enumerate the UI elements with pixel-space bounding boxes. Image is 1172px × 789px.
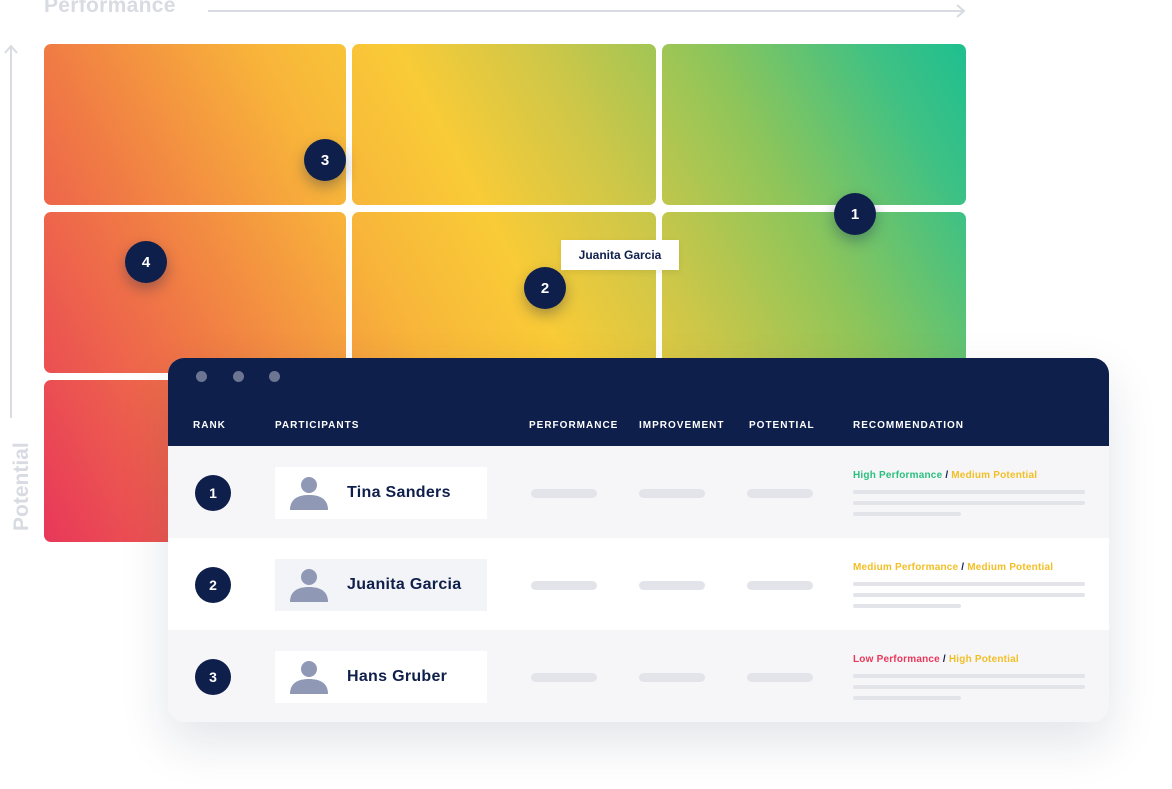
ranking-table-window: RANK PARTICIPANTS PERFORMANCE IMPROVEMEN… [168, 358, 1109, 722]
rank-badge: 2 [195, 567, 231, 603]
recommendation-text: High Performance / Medium Potential [853, 470, 1037, 481]
participant-name: Hans Gruber [347, 668, 448, 685]
column-header-recommendation[interactable]: RECOMMENDATION [853, 420, 965, 431]
grid-cell [44, 212, 346, 373]
recommendation-placeholder-line [853, 512, 961, 516]
axis-x-label: Performance [44, 0, 176, 17]
grid-cell [352, 44, 656, 205]
column-header-improvement[interactable]: IMPROVEMENT [639, 420, 725, 431]
recommendation-performance: Low Performance [853, 654, 940, 665]
recommendation-separator: / [958, 562, 968, 573]
recommendation-potential: High Potential [948, 654, 1019, 665]
recommendation-separator: / [939, 654, 949, 665]
grid-cell [44, 44, 346, 205]
table-row[interactable]: 3 Hans Gruber Low Performance / High Pot… [168, 630, 1109, 722]
recommendation-text: Medium Performance / Medium Potential [853, 562, 1053, 573]
recommendation-placeholder-line [853, 674, 1085, 678]
improvement-placeholder-bar [639, 489, 705, 498]
window-dot [196, 371, 207, 382]
grid-marker-1[interactable]: 1 [834, 193, 876, 235]
column-header-rank[interactable]: RANK [193, 420, 226, 431]
recommendation-performance: High Performance [853, 470, 943, 481]
recommendation-text: Low Performance / High Potential [853, 654, 1019, 665]
rank-badge: 1 [195, 475, 231, 511]
table-header: RANK PARTICIPANTS PERFORMANCE IMPROVEMEN… [168, 358, 1109, 446]
participant-name: Juanita Garcia [347, 576, 462, 593]
recommendation-placeholder-line [853, 696, 961, 700]
user-avatar-icon [290, 569, 328, 602]
grid-cell [352, 212, 656, 373]
participant-name: Tina Sanders [347, 484, 451, 501]
participant-card[interactable]: Hans Gruber [275, 651, 487, 703]
grid-cell [662, 212, 966, 373]
table-row[interactable]: 2 Juanita Garcia Medium Performance / Me… [168, 538, 1109, 630]
participant-card[interactable]: Tina Sanders [275, 467, 487, 519]
axis-x-arrow-icon [208, 4, 966, 18]
axis-y-label: Potential [10, 442, 33, 531]
recommendation-placeholder-line [853, 593, 1085, 597]
axis-y-arrow-icon [4, 44, 18, 418]
window-dot [269, 371, 280, 382]
potential-placeholder-bar [747, 581, 813, 590]
rank-badge: 3 [195, 659, 231, 695]
recommendation-potential: Medium Potential [967, 562, 1054, 573]
potential-placeholder-bar [747, 489, 813, 498]
recommendation-potential: Medium Potential [951, 470, 1038, 481]
recommendation-placeholder-line [853, 582, 1085, 586]
recommendation-placeholder-line [853, 501, 1085, 505]
column-header-potential[interactable]: POTENTIAL [749, 420, 815, 431]
performance-placeholder-bar [531, 489, 597, 498]
user-avatar-icon [290, 661, 328, 694]
marker-tooltip: Juanita Garcia [561, 240, 679, 270]
user-avatar-icon [290, 477, 328, 510]
improvement-placeholder-bar [639, 673, 705, 682]
recommendation-placeholder-line [853, 490, 1085, 494]
window-dot [233, 371, 244, 382]
improvement-placeholder-bar [639, 581, 705, 590]
potential-placeholder-bar [747, 673, 813, 682]
recommendation-performance: Medium Performance [853, 562, 959, 573]
performance-placeholder-bar [531, 673, 597, 682]
column-header-participants[interactable]: PARTICIPANTS [275, 420, 360, 431]
grid-marker-2[interactable]: 2 [524, 267, 566, 309]
table-row[interactable]: 1 Tina Sanders High Performance / Medium… [168, 446, 1109, 538]
grid-cell [662, 44, 966, 205]
performance-placeholder-bar [531, 581, 597, 590]
grid-marker-3[interactable]: 3 [304, 139, 346, 181]
grid-marker-4[interactable]: 4 [125, 241, 167, 283]
recommendation-placeholder-line [853, 604, 961, 608]
recommendation-placeholder-line [853, 685, 1085, 689]
column-header-performance[interactable]: PERFORMANCE [529, 420, 619, 431]
participant-card[interactable]: Juanita Garcia [275, 559, 487, 611]
recommendation-separator: / [942, 470, 952, 481]
